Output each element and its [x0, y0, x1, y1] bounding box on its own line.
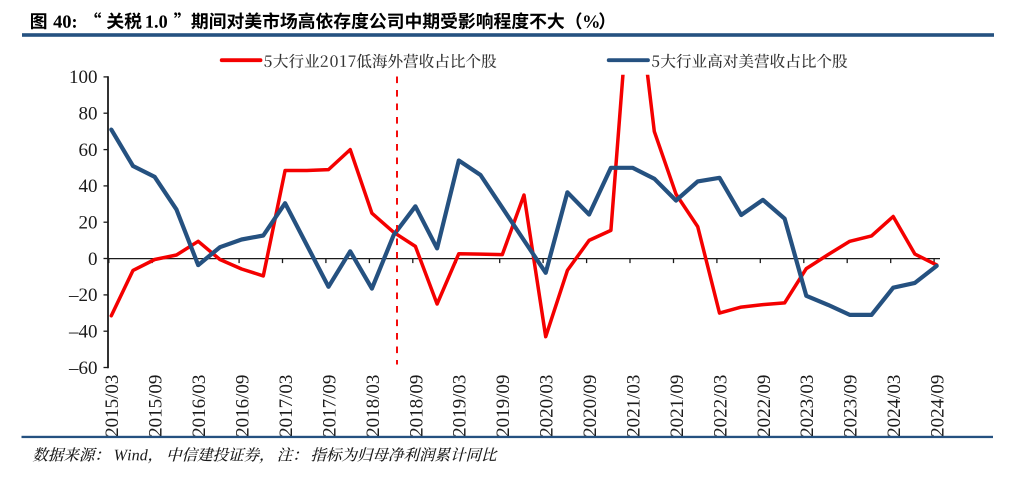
svg-text:2017/09: 2017/09 — [319, 375, 340, 437]
svg-text:–40: –40 — [68, 322, 98, 343]
svg-text:2015/03: 2015/03 — [102, 375, 123, 437]
svg-text:2023/03: 2023/03 — [797, 375, 818, 437]
svg-text:2022/03: 2022/03 — [710, 375, 731, 437]
svg-text:2020/03: 2020/03 — [537, 375, 558, 437]
svg-text:2016/03: 2016/03 — [189, 375, 210, 437]
svg-text:2021/09: 2021/09 — [667, 375, 688, 437]
svg-text:–20: –20 — [68, 285, 98, 306]
svg-text:2019/03: 2019/03 — [450, 375, 471, 437]
svg-text:60: 60 — [79, 140, 98, 161]
svg-text:100: 100 — [69, 67, 98, 88]
svg-text:80: 80 — [79, 104, 98, 125]
svg-text:2024/09: 2024/09 — [928, 375, 949, 437]
svg-text:2018/03: 2018/03 — [363, 375, 384, 437]
svg-text:2021/03: 2021/03 — [624, 375, 645, 437]
svg-text:2023/09: 2023/09 — [841, 375, 862, 437]
svg-text:2024/03: 2024/03 — [884, 375, 905, 437]
svg-text:2017/03: 2017/03 — [276, 375, 297, 437]
svg-text:2016/09: 2016/09 — [233, 375, 254, 437]
svg-text:2015/09: 2015/09 — [146, 375, 167, 437]
svg-text:2022/09: 2022/09 — [754, 375, 775, 437]
svg-text:2018/09: 2018/09 — [406, 375, 427, 437]
svg-text:0: 0 — [88, 249, 98, 270]
svg-text:20: 20 — [79, 213, 98, 234]
svg-text:2020/09: 2020/09 — [580, 375, 601, 437]
svg-text:–60: –60 — [68, 358, 98, 379]
svg-text:2019/09: 2019/09 — [493, 375, 514, 437]
svg-text:40: 40 — [79, 176, 98, 197]
